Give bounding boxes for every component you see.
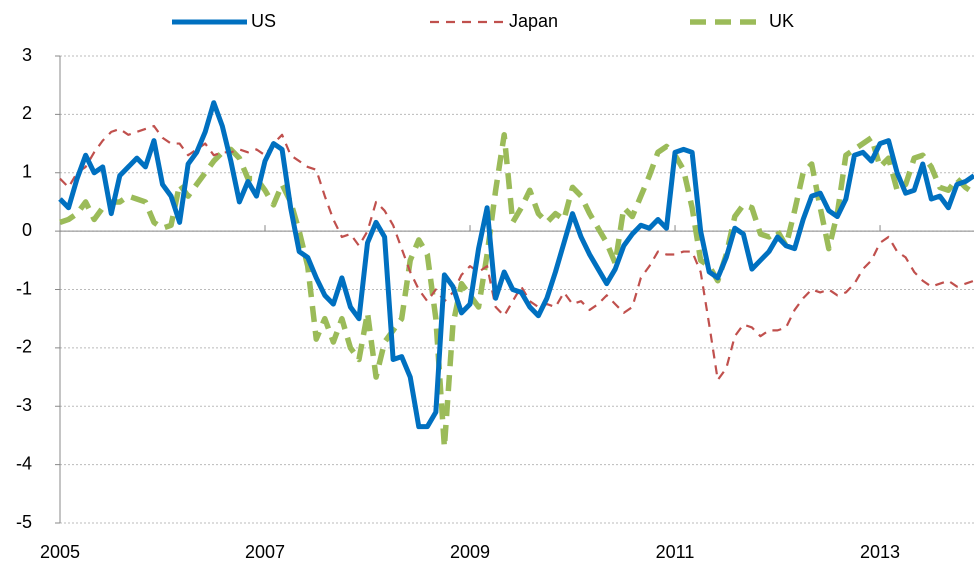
y-tick-label: -1	[16, 278, 32, 298]
y-tick-label: 2	[22, 103, 32, 123]
line-series	[59, 124, 974, 382]
y-tick-label: -3	[16, 395, 32, 415]
y-tick-label: 0	[22, 220, 32, 240]
y-tick-label: -2	[16, 337, 32, 357]
x-tick-label: 2007	[245, 542, 285, 562]
line-series	[59, 132, 974, 450]
legend-label: UK	[769, 11, 794, 31]
y-tick-label: -4	[16, 453, 32, 473]
y-tick-label: 3	[22, 45, 32, 65]
y-tick-label: 1	[22, 162, 32, 182]
y-tick-label: -5	[16, 512, 32, 532]
x-tick-label: 2009	[450, 542, 490, 562]
x-tick-label: 2013	[860, 542, 900, 562]
legend-label: US	[251, 11, 276, 31]
x-tick-label: 2005	[40, 542, 80, 562]
line-series	[58, 100, 974, 430]
legend-label: Japan	[509, 11, 558, 31]
x-tick-label: 2011	[656, 542, 695, 562]
